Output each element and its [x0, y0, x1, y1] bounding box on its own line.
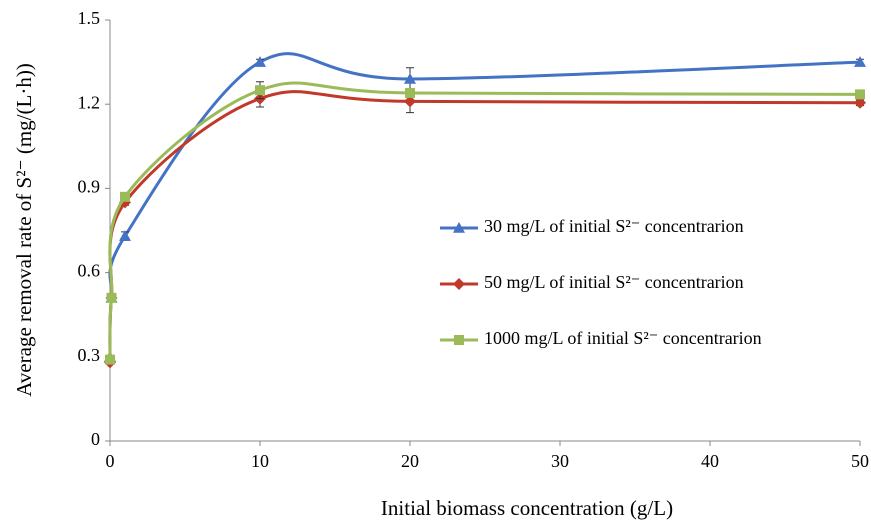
x-tick-label: 10	[251, 451, 269, 471]
marker	[854, 56, 866, 67]
series-line	[108, 52, 861, 357]
x-tick-label: 20	[401, 451, 419, 471]
marker	[404, 72, 416, 84]
y-tick-label: 0	[91, 429, 100, 449]
marker	[404, 95, 416, 108]
y-tick-label: 0.3	[78, 345, 101, 365]
x-tick-label: 50	[851, 451, 869, 471]
y-tick-label: 1.5	[78, 8, 101, 28]
legend-label: 1000 mg/L of initial S²⁻ concentrarion	[484, 328, 762, 348]
x-tick-label: 40	[701, 451, 719, 471]
legend-label: 30 mg/L of initial S²⁻ concentrarion	[484, 216, 744, 236]
marker	[255, 85, 265, 96]
y-tick-label: 1.2	[78, 92, 101, 112]
marker	[405, 87, 415, 98]
legend-label: 50 mg/L of initial S²⁻ concentrarion	[484, 272, 744, 292]
marker	[453, 222, 465, 233]
y-axis-label: Average removal rate of S²⁻ (mg/(L·h))	[12, 63, 36, 397]
marker	[855, 89, 865, 100]
x-tick-label: 0	[106, 451, 115, 471]
marker	[105, 354, 115, 365]
marker	[854, 96, 866, 109]
x-tick-label: 30	[551, 451, 569, 471]
y-tick-label: 0.6	[78, 261, 101, 281]
marker	[454, 335, 464, 345]
marker	[120, 191, 130, 202]
marker	[106, 292, 117, 303]
marker	[254, 56, 266, 67]
marker	[119, 230, 131, 241]
x-axis-label: Initial biomass concentration (g/L)	[381, 496, 673, 520]
y-tick-label: 0.9	[78, 177, 101, 197]
marker	[453, 278, 465, 290]
